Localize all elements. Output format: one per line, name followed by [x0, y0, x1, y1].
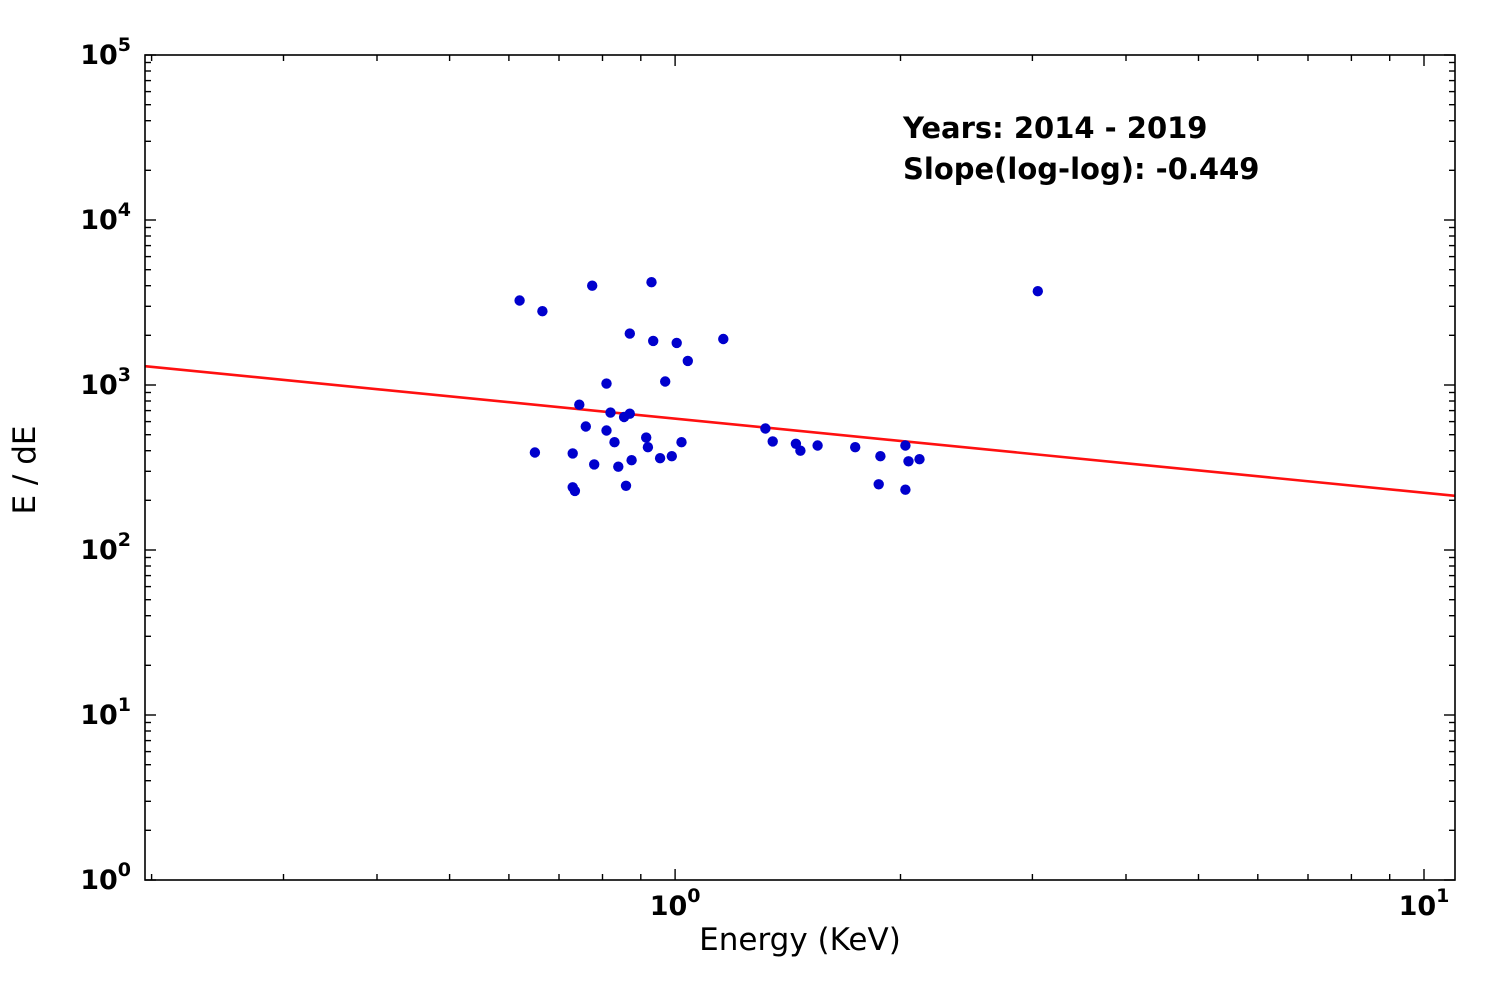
- y-tick-label: 102: [80, 529, 131, 566]
- data-point: [587, 280, 598, 291]
- data-point: [873, 479, 884, 490]
- data-point: [718, 333, 729, 345]
- data-point: [676, 437, 687, 448]
- data-point: [601, 425, 612, 436]
- y-tick-label: 104: [80, 199, 131, 236]
- x-tick-label: 100: [650, 885, 701, 922]
- data-point: [671, 337, 682, 349]
- data-point: [660, 376, 671, 387]
- data-point: [875, 451, 886, 462]
- fit-line: [144, 364, 1456, 498]
- data-point: [601, 378, 612, 389]
- data-point: [529, 447, 541, 458]
- data-point: [609, 437, 620, 448]
- data-point: [1032, 286, 1044, 297]
- data-point: [850, 442, 861, 453]
- data-point: [589, 459, 600, 470]
- data-point: [574, 399, 585, 410]
- data-point: [537, 306, 548, 317]
- data-point: [900, 440, 911, 451]
- data-point: [514, 295, 525, 306]
- data-point: [914, 454, 925, 465]
- data-point: [641, 432, 652, 443]
- data-point: [648, 335, 659, 347]
- data-point: [580, 421, 591, 432]
- data-point: [613, 461, 624, 472]
- data-point: [620, 480, 632, 491]
- data-point: [646, 277, 657, 288]
- data-point: [624, 328, 635, 339]
- y-tick-label: 105: [80, 34, 131, 71]
- x-axis-label: Energy (KeV): [699, 922, 901, 958]
- data-point: [666, 451, 677, 462]
- data-point: [760, 423, 771, 434]
- annotation-box: Years: 2014 - 2019 Slope(log-log): -0.44…: [903, 108, 1259, 190]
- data-point: [654, 453, 666, 464]
- data-point: [605, 407, 616, 418]
- y-axis-label: E / dE: [7, 425, 43, 515]
- data-point: [618, 411, 630, 423]
- annotation-years: Years: 2014 - 2019: [903, 111, 1208, 145]
- y-tick-label: 101: [80, 694, 131, 731]
- data-point: [642, 442, 654, 453]
- x-tick-label: 101: [1399, 885, 1450, 922]
- data-point: [812, 440, 823, 451]
- data-point: [569, 485, 581, 497]
- y-tick-label: 103: [80, 364, 131, 401]
- annotation-slope: Slope(log-log): -0.449: [903, 152, 1260, 186]
- axes-box: [144, 54, 1456, 881]
- data-point: [795, 445, 806, 456]
- data-point: [903, 456, 914, 467]
- data-point: [900, 484, 911, 495]
- data-point: [626, 455, 637, 466]
- data-point: [767, 436, 778, 447]
- y-tick-label: 100: [80, 859, 131, 896]
- data-point: [567, 448, 578, 459]
- data-point: [682, 355, 693, 367]
